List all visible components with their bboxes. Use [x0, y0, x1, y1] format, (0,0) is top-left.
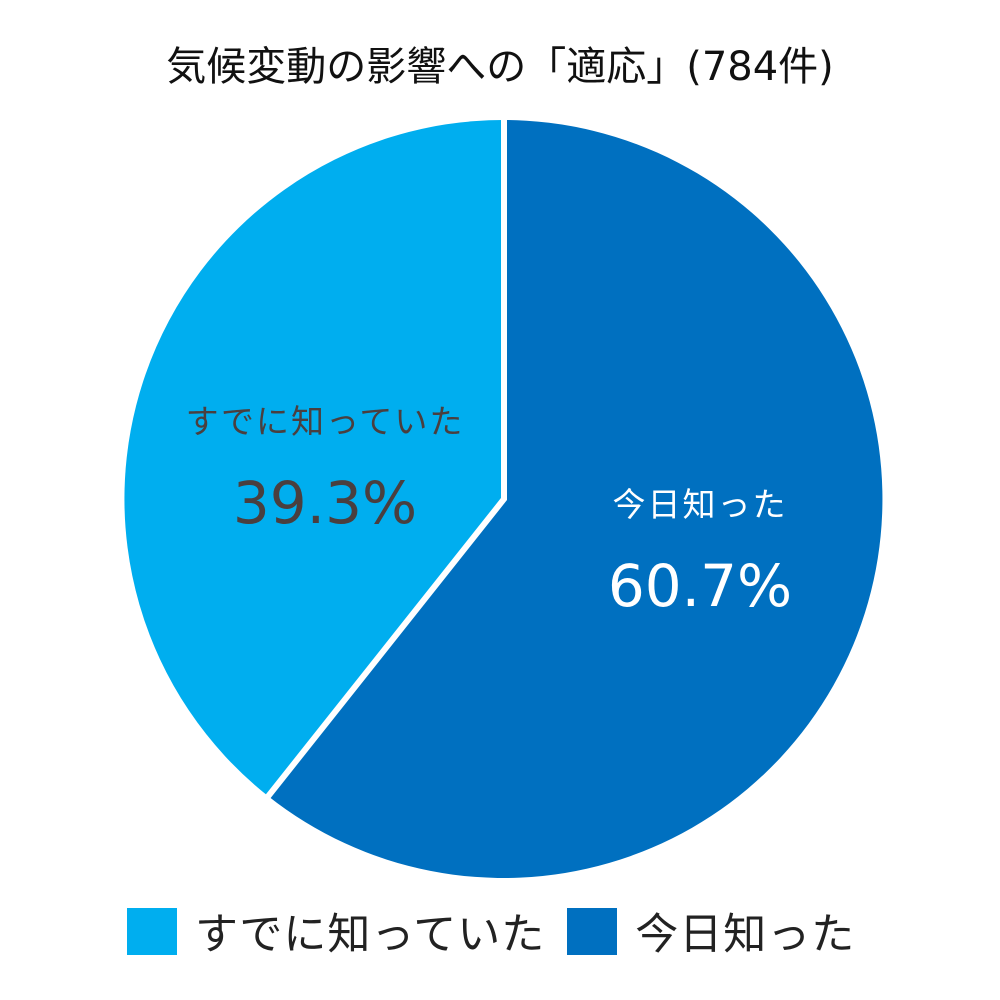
slice-separator — [263, 116, 507, 801]
slice-value-label: 60.7% — [607, 552, 793, 620]
slice-category-label: すでに知っていた — [185, 402, 465, 441]
slice-label-today: 今日知った 60.7% — [555, 478, 845, 620]
pie-slice-already-knew — [124, 119, 504, 797]
legend-item-today: 今日知った — [567, 900, 855, 962]
legend-label: すでに知っていた — [195, 910, 546, 960]
pie-slice-today — [268, 120, 883, 878]
chart-legend: すでに知っていた 今日知った — [127, 905, 877, 960]
legend-swatch-dark-blue — [567, 907, 618, 955]
legend-item-already-knew: すでに知っていた — [127, 900, 545, 962]
slice-label-already-knew: すでに知っていた 39.3% — [150, 395, 500, 537]
legend-label: 今日知った — [635, 910, 856, 960]
legend-swatch-light-blue — [127, 907, 177, 955]
slice-category-label: 今日知った — [612, 485, 788, 524]
slice-value-label: 39.3% — [232, 469, 418, 537]
chart-title: 気候変動の影響への「適応」(784件) — [166, 44, 834, 90]
